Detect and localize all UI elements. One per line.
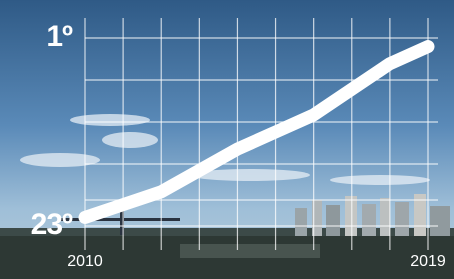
y-tick-label: 1º: [46, 20, 73, 53]
chart: 1º 23º 2010 2019: [0, 0, 454, 279]
x-tick-label: 2019: [410, 253, 446, 270]
y-tick-label: 23º: [31, 208, 73, 241]
x-tick-label: 2010: [67, 253, 103, 270]
